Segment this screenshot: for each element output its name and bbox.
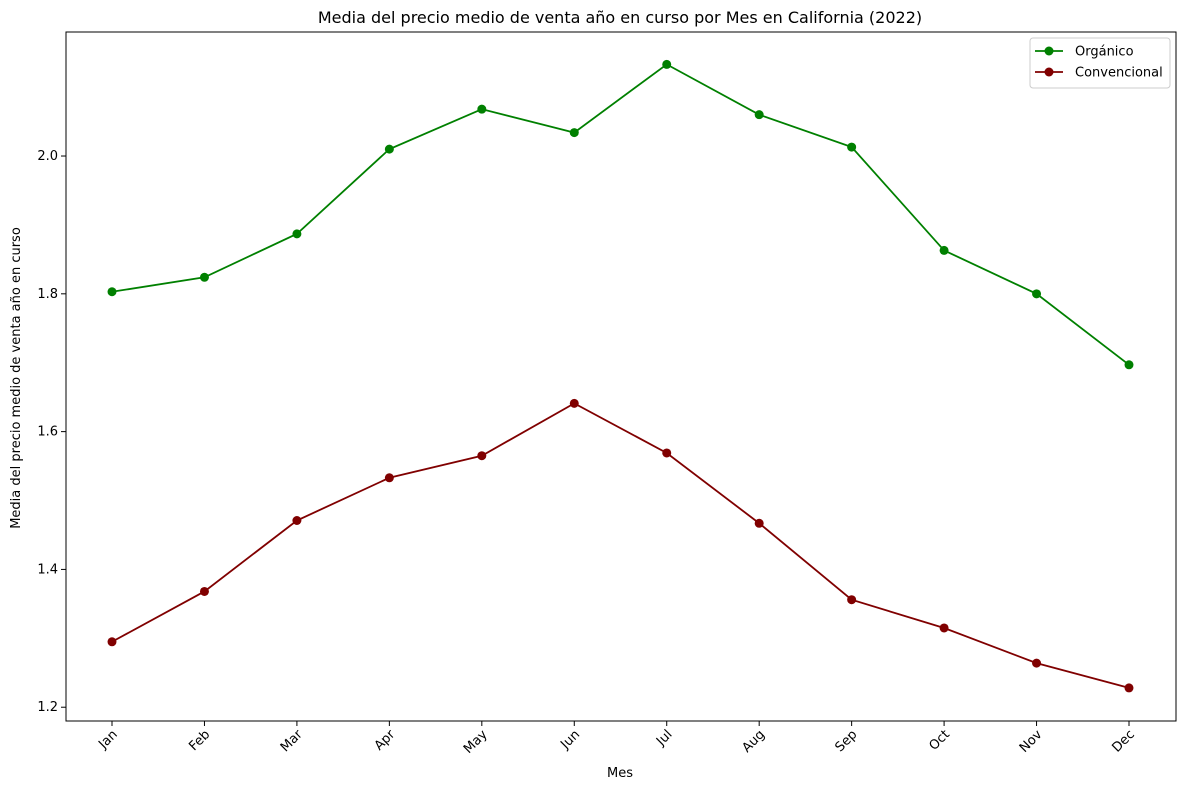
data-point — [477, 104, 487, 114]
x-tick-label: May — [461, 727, 491, 757]
data-point — [754, 518, 764, 528]
chart-title: Media del precio medio de venta año en c… — [318, 8, 922, 27]
data-point — [292, 516, 302, 526]
plot-frame — [65, 31, 1177, 722]
data-point — [1032, 658, 1042, 668]
data-point — [477, 451, 487, 461]
data-point — [569, 128, 579, 138]
series-line — [111, 63, 1130, 366]
series-line — [111, 402, 1130, 689]
x-axis-label: Mes — [607, 766, 633, 781]
x-tick-label: Mar — [278, 727, 306, 755]
x-tick-label: Sep — [833, 727, 861, 755]
data-point — [199, 272, 209, 282]
legend-marker — [1044, 67, 1054, 77]
x-tick-label: Jan — [95, 727, 120, 752]
series-group — [107, 59, 1134, 693]
data-point — [847, 595, 857, 605]
data-point — [939, 623, 949, 633]
data-point — [754, 110, 764, 120]
legend-marker — [1044, 46, 1054, 56]
data-point — [569, 398, 579, 408]
legend-label: Orgánico — [1075, 45, 1134, 60]
data-point — [662, 59, 672, 69]
x-tick-label: Oct — [926, 727, 953, 754]
x-tick-label: Apr — [372, 727, 399, 754]
data-point — [847, 142, 857, 152]
data-point — [662, 448, 672, 458]
y-tick-label: 2.0 — [37, 149, 58, 164]
data-point — [1032, 289, 1042, 299]
data-point — [384, 144, 394, 154]
x-tick-label: Feb — [186, 727, 213, 754]
y-axis-label: Media del precio medio de venta año en c… — [9, 227, 24, 529]
x-tick-label: Jun — [557, 727, 583, 753]
plot-area: 1.2 1.4 1.6 1.8 2.0 Jan Feb Mar Apr May Jun Jul Aug… — [37, 31, 1177, 757]
x-axis: Jan Feb Mar Apr May Jun Jul Aug Sep Oct Nov Dec — [95, 721, 1138, 757]
data-point — [384, 473, 394, 483]
data-point — [939, 245, 949, 255]
x-tick-label: Aug — [739, 727, 768, 756]
legend: Orgánico Convencional — [1029, 37, 1171, 89]
y-tick-label: 1.8 — [37, 287, 58, 302]
x-tick-label: Jul — [653, 727, 675, 749]
data-point — [1124, 683, 1134, 693]
x-tick-label: Dec — [1109, 727, 1137, 755]
data-point — [292, 229, 302, 239]
data-point — [107, 637, 117, 647]
x-tick-label: Nov — [1017, 727, 1046, 756]
data-point — [1124, 360, 1134, 370]
y-tick-label: 1.6 — [37, 425, 58, 440]
series-organico — [107, 59, 1134, 370]
y-tick-label: 1.4 — [37, 562, 58, 577]
series-convencional — [107, 398, 1134, 693]
legend-box — [1029, 37, 1171, 89]
data-point — [107, 287, 117, 297]
y-tick-label: 1.2 — [37, 700, 58, 715]
data-point — [199, 586, 209, 596]
y-axis: 1.2 1.4 1.6 1.8 2.0 — [37, 149, 66, 715]
legend-label: Convencional — [1075, 66, 1163, 81]
